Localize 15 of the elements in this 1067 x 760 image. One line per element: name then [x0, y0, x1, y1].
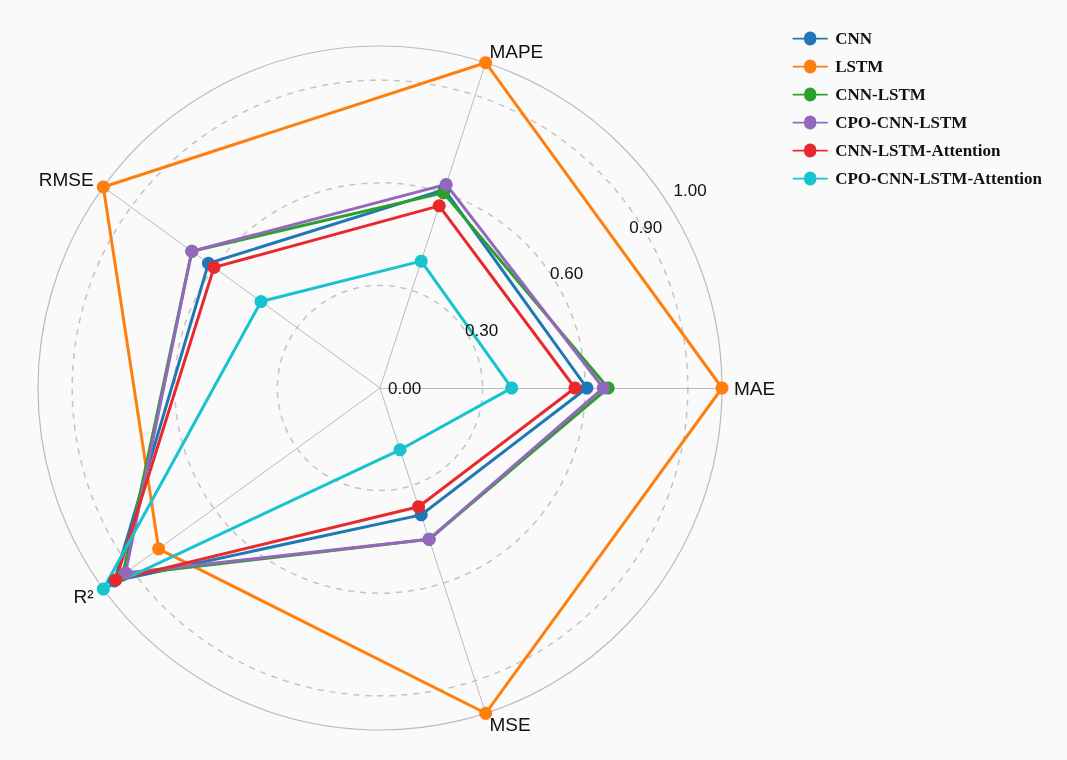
legend-label: CPO-CNN-LSTM — [835, 113, 968, 132]
legend-label: LSTM — [835, 57, 884, 76]
legend-label: CPO-CNN-LSTM-Attention — [835, 169, 1043, 188]
y-tick-label: 0.90 — [629, 218, 663, 238]
legend-label: CNN — [835, 29, 873, 48]
spoke-label: MSE — [489, 714, 531, 736]
spoke-label: MAE — [734, 377, 776, 399]
spoke-label: R² — [73, 585, 94, 607]
y-tick-label: 1.00 — [673, 181, 707, 201]
y-tick-label: 0.60 — [550, 263, 584, 283]
legend-label: CNN-LSTM-Attention — [835, 141, 1001, 160]
legend-label: CNN-LSTM — [835, 85, 926, 104]
spoke-label: MAPE — [489, 40, 544, 62]
spoke-label: RMSE — [38, 169, 94, 191]
y-tick-label: 0.00 — [388, 378, 422, 398]
